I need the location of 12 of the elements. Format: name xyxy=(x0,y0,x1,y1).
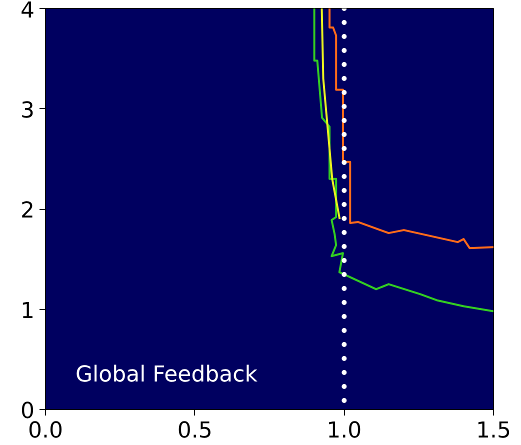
x-tick-label: 0.0 xyxy=(28,418,64,444)
x-tick-label: 0.5 xyxy=(177,418,212,444)
annotation: Global Feedback xyxy=(76,362,258,388)
x-tick-label: 1.0 xyxy=(326,418,362,444)
line-series xyxy=(328,8,494,250)
y-tick-label: 2 xyxy=(20,198,35,224)
x-tick-label: 1.5 xyxy=(476,418,512,444)
y-tick-label: 1 xyxy=(20,298,35,324)
y-tick-label: 4 xyxy=(20,0,35,24)
line-series xyxy=(320,8,341,220)
y-tick-label: 3 xyxy=(20,98,35,124)
line-series xyxy=(313,8,494,312)
